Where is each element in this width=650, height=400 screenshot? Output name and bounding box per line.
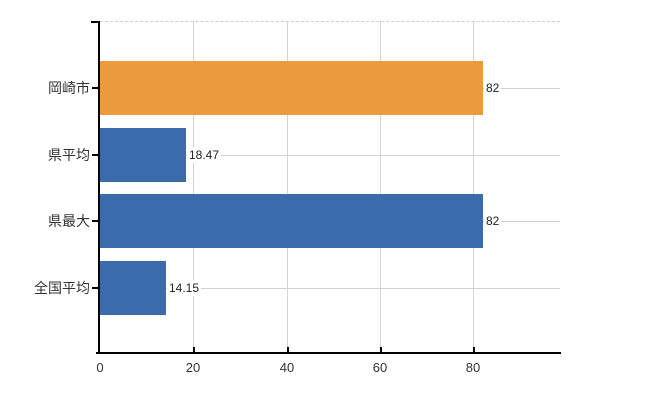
y-tick-national-average — [92, 287, 100, 289]
category-label-pref-max: 県最大 — [48, 213, 90, 229]
gridline-horizontal-row2 — [100, 155, 560, 156]
value-label-pref-average: 18.47 — [187, 147, 222, 163]
x-axis-line — [96, 352, 561, 354]
x-tick-label-0: 0 — [96, 360, 104, 375]
gridline-vertical-20 — [193, 21, 194, 352]
x-tick-label-40: 40 — [279, 360, 295, 375]
x-tick-80 — [473, 347, 475, 352]
value-label-pref-max: 82 — [484, 213, 502, 229]
gridline-vertical-40 — [287, 21, 288, 352]
bar-national-average — [100, 261, 166, 315]
gridline-horizontal-row4 — [100, 288, 560, 289]
category-label-okazaki: 岡崎市 — [48, 80, 90, 96]
y-tick-pref-max — [92, 220, 100, 222]
bar-pref-average — [100, 128, 186, 182]
x-tick-label-20: 20 — [185, 360, 201, 375]
y-tick-okazaki — [92, 87, 100, 89]
value-label-national-average: 14.15 — [167, 280, 202, 296]
x-tick-label-80: 80 — [465, 360, 481, 375]
gridline-vertical-60 — [380, 21, 381, 352]
x-tick-20 — [193, 347, 195, 352]
value-label-okazaki: 82 — [484, 80, 502, 96]
bar-pref-max — [100, 194, 483, 248]
y-axis-line — [98, 21, 100, 353]
plot-top-border — [100, 21, 560, 22]
y-axis-top-tick — [91, 21, 99, 23]
category-label-pref-average: 県平均 — [48, 147, 90, 163]
bar-okazaki — [100, 61, 483, 115]
x-tick-60 — [380, 347, 382, 352]
x-tick-label-60: 60 — [372, 360, 388, 375]
x-tick-40 — [287, 347, 289, 352]
y-tick-pref-average — [92, 154, 100, 156]
category-label-national-average: 全国平均 — [34, 280, 90, 296]
gridline-vertical-80 — [473, 21, 474, 352]
